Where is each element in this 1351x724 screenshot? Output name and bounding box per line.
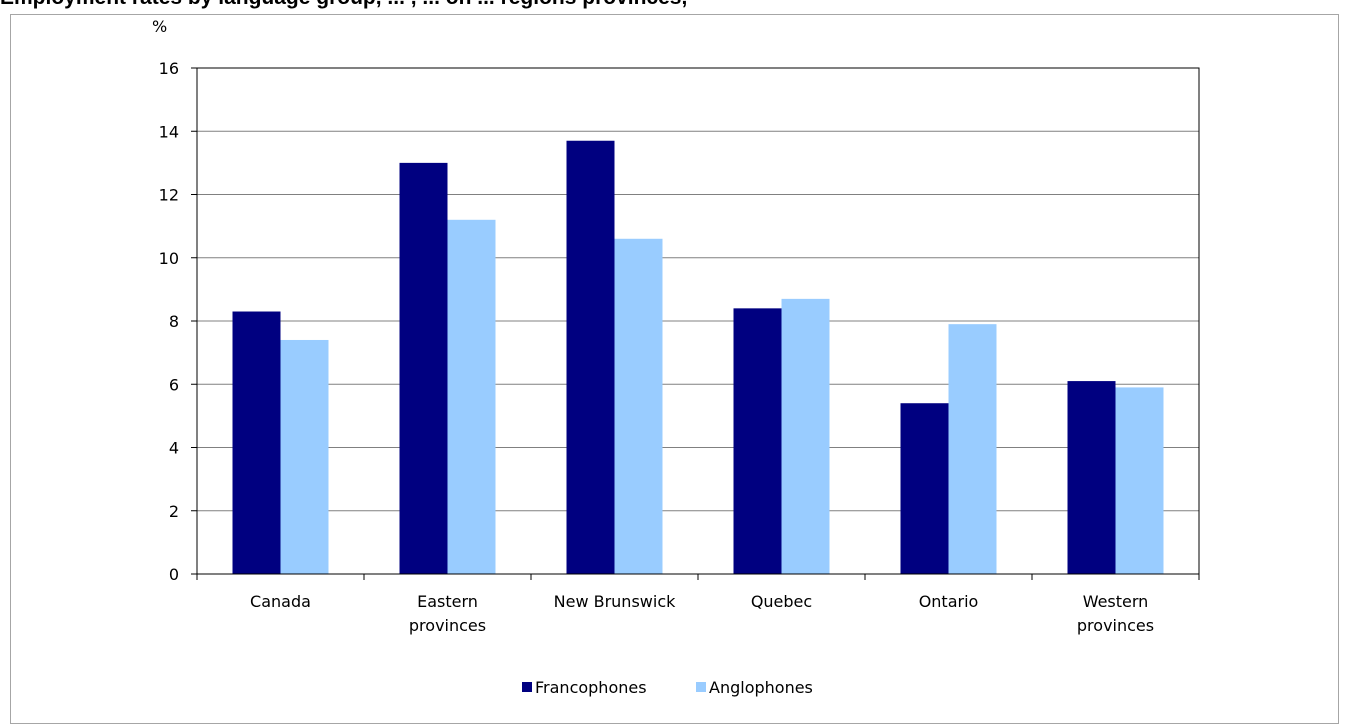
x-category-labels: Canada Eastern provinces New Brunswick Quebe… <box>250 592 1154 635</box>
x-category-label-line: New Brunswick <box>554 592 676 611</box>
y-tick-label: 8 <box>169 312 179 331</box>
y-tick-label: 16 <box>159 59 179 78</box>
x-category-label-line: Quebec <box>751 592 812 611</box>
chart-title-cropped: Employment rates by language group, ... … <box>0 0 1351 10</box>
y-tick-label: 10 <box>159 249 179 268</box>
bar-anglophones <box>280 339 329 574</box>
gridlines <box>197 67 1199 512</box>
x-category-label: New Brunswick <box>554 592 676 611</box>
x-category-label: Eastern provinces <box>409 592 486 635</box>
bar-anglophones <box>1115 387 1164 574</box>
bar-francophones <box>733 308 782 574</box>
y-tick-labels: 0 2 4 6 8 10 12 14 16 <box>159 59 179 584</box>
x-category-label: Western provinces <box>1077 592 1154 635</box>
legend: Francophones Anglophones <box>522 678 813 697</box>
x-category-label: Canada <box>250 592 311 611</box>
legend-swatch-francophones <box>522 682 532 692</box>
x-category-label-line: Ontario <box>919 592 979 611</box>
bar-francophones <box>900 403 949 574</box>
bars <box>232 140 1164 575</box>
legend-swatch-anglophones <box>696 682 706 692</box>
legend-label-anglophones: Anglophones <box>709 678 813 697</box>
x-category-label-line: provinces <box>409 616 486 635</box>
bar-francophones <box>566 140 615 575</box>
y-tick-label: 2 <box>169 502 179 521</box>
y-tick-label: 4 <box>169 439 179 458</box>
y-tick-label: 12 <box>159 186 179 205</box>
x-category-label-line: Eastern <box>417 592 478 611</box>
y-tick-label: 0 <box>169 565 179 584</box>
bar-francophones <box>232 311 281 574</box>
x-category-label: Quebec <box>751 592 812 611</box>
legend-label-francophones: Francophones <box>535 678 647 697</box>
chart-frame <box>10 14 1339 724</box>
y-tick-label: 14 <box>159 122 179 141</box>
bar-anglophones <box>447 219 496 575</box>
y-unit-label: % <box>152 17 167 36</box>
bar-anglophones <box>614 238 663 574</box>
bar-anglophones <box>948 324 997 574</box>
bar-francophones <box>399 162 448 574</box>
x-category-label: Ontario <box>919 592 979 611</box>
x-category-label-line: Western <box>1083 592 1149 611</box>
x-category-label-line: Canada <box>250 592 311 611</box>
bar-francophones <box>1067 381 1116 574</box>
x-category-label-line: provinces <box>1077 616 1154 635</box>
y-tick-label: 6 <box>169 375 179 394</box>
axes <box>191 67 1200 580</box>
bar-anglophones <box>781 298 830 574</box>
